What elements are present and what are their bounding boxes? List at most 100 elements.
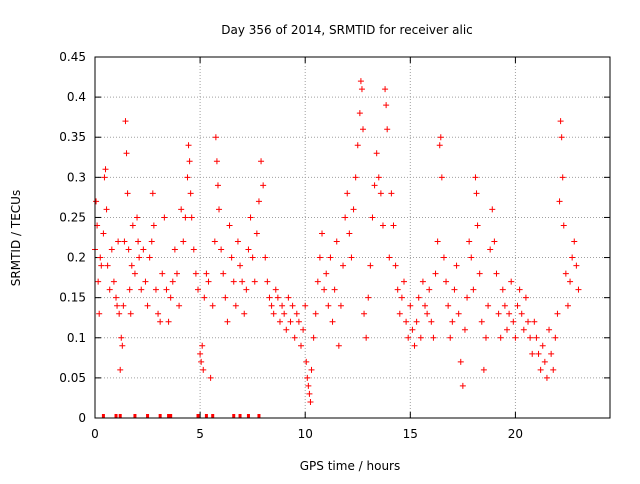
data-point bbox=[136, 254, 143, 261]
data-point bbox=[304, 374, 311, 381]
data-point bbox=[302, 302, 309, 309]
axis-ticks bbox=[94, 56, 610, 419]
data-point bbox=[480, 366, 487, 373]
data-point bbox=[558, 134, 565, 141]
y-tick-label: 0.1 bbox=[67, 331, 86, 345]
data-point bbox=[157, 318, 164, 325]
data-point bbox=[464, 294, 471, 301]
y-tick-labels: 0 0.05 0.1 0.15 0.2 0.25 0.3 0.35 0.4 0.45 bbox=[59, 50, 86, 425]
y-tick-label: 0.35 bbox=[59, 130, 86, 144]
data-point bbox=[220, 270, 227, 277]
data-point bbox=[184, 174, 191, 181]
data-point bbox=[115, 238, 122, 245]
data-point bbox=[239, 278, 246, 285]
data-point bbox=[487, 246, 494, 253]
data-point bbox=[354, 142, 361, 149]
data-point bbox=[134, 214, 141, 221]
data-point bbox=[344, 190, 351, 197]
data-point bbox=[258, 158, 265, 165]
data-point bbox=[97, 254, 104, 261]
data-point bbox=[127, 310, 134, 317]
data-point bbox=[559, 174, 566, 181]
data-point bbox=[323, 270, 330, 277]
data-point bbox=[388, 190, 395, 197]
data-point bbox=[125, 246, 132, 253]
data-point bbox=[325, 302, 332, 309]
data-point bbox=[197, 350, 204, 357]
data-point bbox=[188, 214, 195, 221]
data-point bbox=[142, 278, 149, 285]
data-point bbox=[135, 238, 142, 245]
data-point bbox=[232, 414, 236, 418]
data-point bbox=[331, 286, 338, 293]
data-point bbox=[268, 302, 275, 309]
data-point bbox=[102, 166, 109, 173]
data-point bbox=[293, 310, 300, 317]
data-point bbox=[457, 358, 464, 365]
data-point bbox=[266, 294, 273, 301]
data-point bbox=[426, 286, 433, 293]
data-point bbox=[485, 302, 492, 309]
data-point bbox=[510, 318, 517, 325]
data-point bbox=[455, 310, 462, 317]
data-point bbox=[255, 198, 262, 205]
data-point bbox=[337, 302, 344, 309]
data-point bbox=[491, 238, 498, 245]
data-point bbox=[200, 366, 207, 373]
data-point bbox=[289, 302, 296, 309]
data-point bbox=[550, 366, 557, 373]
data-point bbox=[504, 326, 510, 333]
data-point bbox=[108, 246, 115, 253]
data-point bbox=[319, 230, 326, 237]
data-point bbox=[411, 342, 418, 349]
data-point bbox=[383, 102, 390, 109]
data-point bbox=[246, 414, 250, 418]
data-point bbox=[300, 326, 307, 333]
data-point bbox=[560, 222, 567, 229]
x-tick-label: 20 bbox=[508, 427, 523, 441]
data-point bbox=[407, 302, 414, 309]
data-point bbox=[476, 270, 483, 277]
plot-frame bbox=[94, 56, 611, 419]
data-point bbox=[451, 286, 458, 293]
data-point bbox=[182, 214, 189, 221]
y-tick-label: 0 bbox=[78, 411, 86, 425]
data-point bbox=[377, 190, 384, 197]
data-point bbox=[180, 238, 187, 245]
data-point bbox=[335, 342, 342, 349]
data-point bbox=[237, 262, 244, 269]
data-point bbox=[422, 302, 429, 309]
data-point bbox=[434, 238, 441, 245]
data-point bbox=[129, 222, 136, 229]
data-point bbox=[466, 238, 473, 245]
data-point bbox=[106, 286, 113, 293]
data-point bbox=[104, 262, 111, 269]
data-point bbox=[264, 278, 271, 285]
x-tick-label: 5 bbox=[196, 427, 204, 441]
data-point bbox=[453, 262, 460, 269]
data-point bbox=[474, 222, 481, 229]
data-point bbox=[482, 334, 489, 341]
data-point bbox=[198, 358, 205, 365]
data-point bbox=[473, 190, 480, 197]
data-point bbox=[247, 214, 254, 221]
data-point bbox=[152, 286, 159, 293]
data-point bbox=[390, 222, 397, 229]
data-point bbox=[119, 342, 126, 349]
data-point bbox=[405, 334, 412, 341]
data-point bbox=[279, 302, 286, 309]
data-point bbox=[103, 206, 110, 213]
data-point bbox=[201, 294, 208, 301]
data-point bbox=[161, 214, 168, 221]
data-point bbox=[190, 246, 197, 253]
data-point bbox=[213, 158, 220, 165]
data-point bbox=[350, 206, 357, 213]
data-point bbox=[124, 190, 131, 197]
data-point bbox=[126, 286, 133, 293]
x-tick-label: 0 bbox=[91, 427, 99, 441]
data-point bbox=[110, 278, 117, 285]
data-point bbox=[398, 294, 405, 301]
data-point bbox=[295, 318, 302, 325]
data-point bbox=[384, 126, 391, 133]
x-tick-label: 10 bbox=[298, 427, 313, 441]
